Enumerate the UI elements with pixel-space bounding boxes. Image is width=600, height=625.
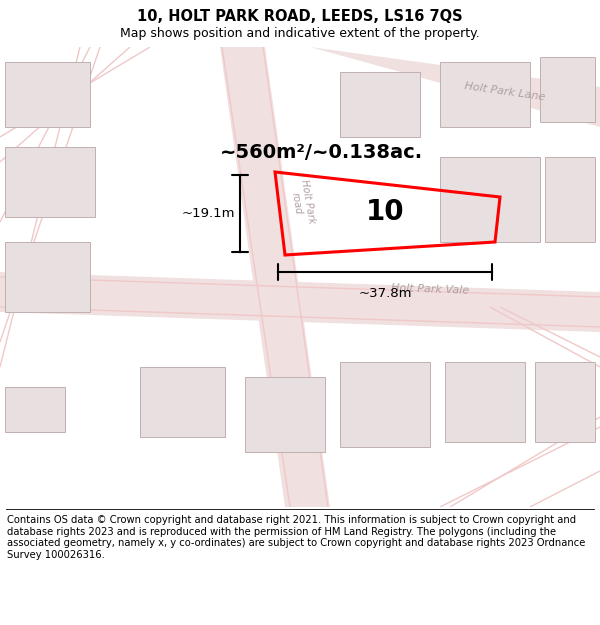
Text: Contains OS data © Crown copyright and database right 2021. This information is : Contains OS data © Crown copyright and d…: [7, 515, 586, 560]
Polygon shape: [0, 272, 600, 332]
Bar: [5, 147, 95, 217]
Bar: [340, 362, 430, 447]
Bar: [440, 62, 530, 127]
Bar: [245, 377, 325, 452]
Bar: [5, 242, 90, 312]
Text: Holt Park Lane: Holt Park Lane: [464, 81, 546, 102]
Text: ~19.1m: ~19.1m: [182, 207, 235, 220]
Text: ~37.8m: ~37.8m: [358, 287, 412, 300]
Bar: [5, 387, 65, 432]
Bar: [440, 157, 540, 242]
Text: 10, HOLT PARK ROAD, LEEDS, LS16 7QS: 10, HOLT PARK ROAD, LEEDS, LS16 7QS: [137, 9, 463, 24]
Text: Holt Park Vale: Holt Park Vale: [391, 282, 469, 296]
Bar: [535, 362, 595, 442]
Text: Holt Park
road: Holt Park road: [287, 178, 317, 226]
Bar: [445, 362, 525, 442]
Text: ~560m²/~0.138ac.: ~560m²/~0.138ac.: [220, 142, 423, 161]
Bar: [545, 157, 595, 242]
Polygon shape: [310, 47, 600, 127]
Bar: [140, 367, 225, 437]
Text: 10: 10: [365, 198, 404, 226]
Text: Map shows position and indicative extent of the property.: Map shows position and indicative extent…: [120, 27, 480, 40]
Bar: [5, 62, 90, 127]
Polygon shape: [220, 47, 330, 507]
Bar: [540, 57, 595, 122]
Bar: [340, 72, 420, 137]
